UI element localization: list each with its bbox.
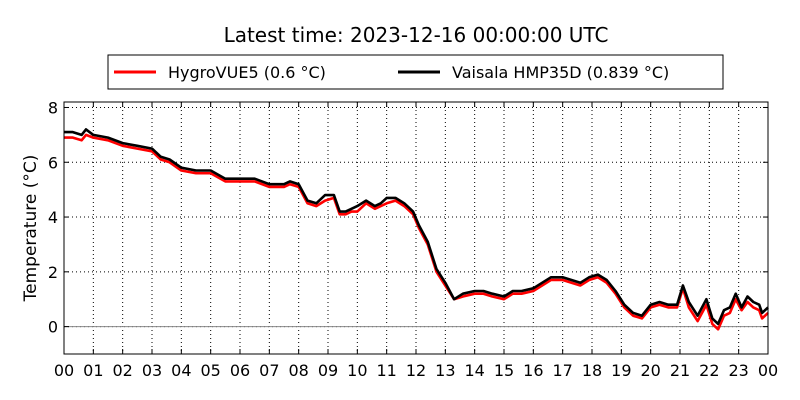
x-tick-label: 08 — [288, 361, 308, 380]
x-tick-label: 04 — [171, 361, 191, 380]
x-tick-label: 20 — [640, 361, 660, 380]
series-line-hygrovue5 — [64, 133, 769, 331]
y-tick-label: 6 — [48, 153, 58, 172]
x-tick-label: 00 — [758, 361, 778, 380]
series-lines — [64, 128, 769, 331]
y-axis-label: Temperature (°C) — [21, 155, 41, 303]
x-tick-label: 12 — [406, 361, 426, 380]
y-tick-label: 8 — [48, 98, 58, 117]
y-axis-tick-labels: 0 2 4 6 8 — [48, 98, 58, 336]
chart-legend: HygroVUE5 (0.6 °C) Vaisala HMP35D (0.839… — [107, 54, 724, 90]
x-tick-label: 00 — [54, 361, 74, 380]
x-tick-label: 22 — [699, 361, 719, 380]
x-tick-label: 16 — [523, 361, 543, 380]
x-tick-label: 02 — [112, 361, 132, 380]
x-tick-label: 14 — [464, 361, 484, 380]
x-tick-label: 01 — [83, 361, 103, 380]
y-tick-label: 2 — [48, 263, 58, 282]
y-tick-label: 4 — [48, 208, 58, 227]
x-tick-label: 19 — [611, 361, 631, 380]
plot-frame — [63, 101, 769, 355]
series-line-vaisala — [64, 128, 769, 326]
grid — [63, 102, 769, 354]
x-tick-label: 18 — [582, 361, 602, 380]
x-tick-label: 03 — [142, 361, 162, 380]
x-tick-label: 07 — [259, 361, 279, 380]
x-tick-label: 13 — [435, 361, 455, 380]
x-tick-label: 09 — [318, 361, 338, 380]
y-tick-label: 0 — [48, 318, 58, 337]
x-tick-label: 23 — [728, 361, 748, 380]
x-tick-label: 15 — [494, 361, 514, 380]
x-tick-label: 17 — [552, 361, 572, 380]
x-tick-label: 06 — [230, 361, 250, 380]
axis-ticks — [63, 102, 769, 354]
x-tick-label: 21 — [670, 361, 690, 380]
x-tick-label: 10 — [347, 361, 367, 380]
legend-label-vaisala: Vaisala HMP35D (0.839 °C) — [452, 63, 669, 82]
legend-label-hygrovue5: HygroVUE5 (0.6 °C) — [168, 63, 326, 82]
x-tick-label: 05 — [200, 361, 220, 380]
chart-title: Latest time: 2023-12-16 00:00:00 UTC — [224, 23, 609, 47]
x-tick-label: 11 — [376, 361, 396, 380]
x-axis-tick-labels: 00 01 02 03 04 05 06 07 08 09 10 11 12 13 14 15 16 17 18 19… — [54, 361, 778, 380]
